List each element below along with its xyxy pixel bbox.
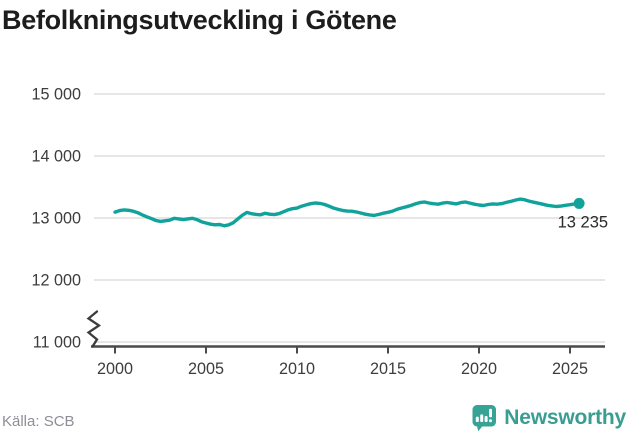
x-axis-tick-label: 2005 — [188, 360, 224, 378]
x-axis-tick-label: 2010 — [279, 360, 315, 378]
y-axis-tick-label: 13 000 — [31, 210, 81, 228]
series-end-value-label: 13 235 — [558, 213, 608, 231]
series-end-dot — [573, 197, 585, 209]
population-series-line — [113, 197, 581, 228]
source-label: Källa: SCB — [2, 413, 75, 430]
y-axis-tick-label: 14 000 — [31, 148, 81, 166]
y-axis-tick-label: 11 000 — [33, 334, 81, 352]
page-title: Befolkningsutveckling i Götene — [2, 5, 397, 35]
newsworthy-logo: Newsworthy — [471, 404, 626, 432]
x-axis-tick-label: 2025 — [552, 360, 588, 378]
newsworthy-bubble-chart-icon — [471, 404, 497, 432]
y-axis-tick-label: 15 000 — [31, 86, 81, 104]
population-line-chart: 15 000 14 000 13 000 12 000 11 000 2000 2005 20… — [31, 86, 608, 379]
x-axis-tick-label: 2000 — [97, 360, 133, 378]
newsworthy-wordmark: Newsworthy — [504, 406, 626, 429]
x-axis-tick-label: 2015 — [370, 360, 406, 378]
x-axis-tick-label: 2020 — [461, 360, 497, 378]
axis-break-icon — [86, 310, 102, 348]
y-axis-tick-label: 12 000 — [31, 272, 81, 290]
